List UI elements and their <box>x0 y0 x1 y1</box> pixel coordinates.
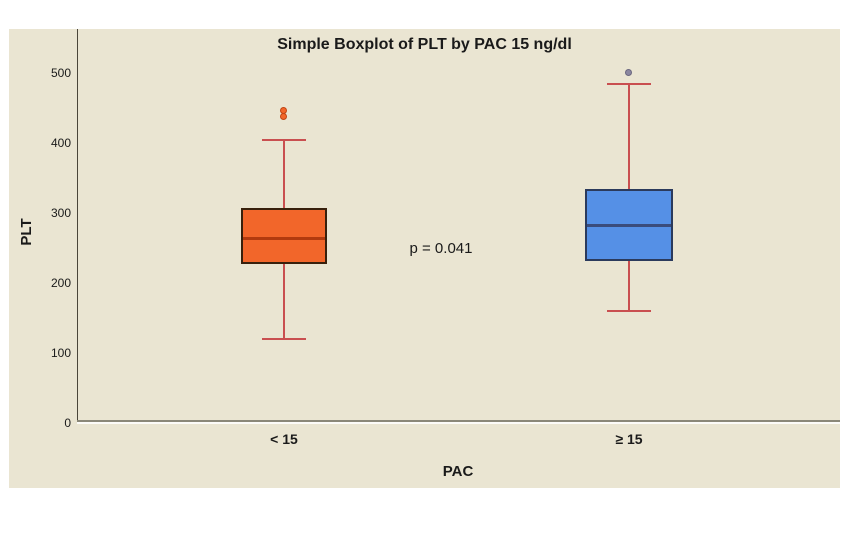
y-tick-label: 100 <box>50 346 71 360</box>
x-category-label: ≥ 15 <box>615 431 643 447</box>
outlier-dot <box>280 106 287 114</box>
whisker-upper-line <box>283 139 285 209</box>
x-axis-line <box>77 420 840 422</box>
median-line <box>587 224 671 227</box>
x-axis-label: PAC <box>442 463 474 480</box>
y-tick-label: 300 <box>50 206 71 220</box>
y-tick-label: 200 <box>50 276 71 290</box>
y-axis-line <box>77 29 78 422</box>
whisker-lower-cap <box>262 338 306 340</box>
y-tick-label: 500 <box>50 66 71 80</box>
whisker-lower-line <box>628 260 630 311</box>
plot-area <box>9 29 840 488</box>
median-line <box>243 237 325 240</box>
outlier-dot <box>625 69 632 76</box>
box <box>241 208 327 264</box>
p-value-annotation: p = 0.041 <box>409 240 473 257</box>
y-tick-label: 0 <box>64 416 71 430</box>
chart-title: Simple Boxplot of PLT by PAC 15 ng/dl <box>277 36 572 53</box>
x-category-label: < 15 <box>270 431 298 447</box>
whisker-lower-line <box>283 264 285 339</box>
whisker-upper-cap <box>262 138 306 141</box>
whisker-lower-cap <box>607 310 651 312</box>
y-tick-label: 400 <box>50 136 71 150</box>
whisker-upper-cap <box>607 82 651 85</box>
whisker-upper-line <box>628 83 630 189</box>
